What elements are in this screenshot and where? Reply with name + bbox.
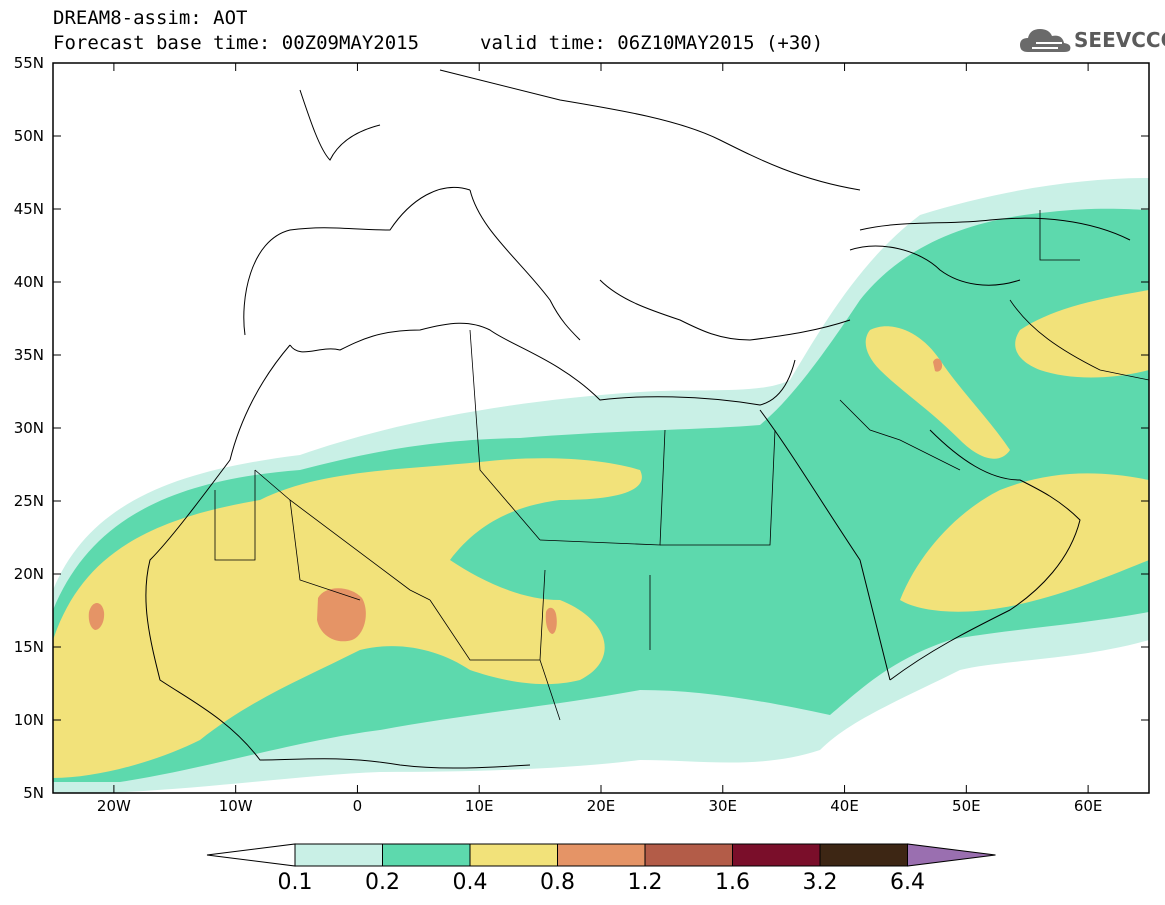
aot-contour-0.8-iraq xyxy=(933,358,943,372)
lon-label: 10E xyxy=(464,797,494,815)
lat-label: 20N xyxy=(13,565,44,583)
colorbar-segment xyxy=(819,843,908,867)
lon-label: 20W xyxy=(96,797,131,815)
aot-contour-0.4-iraq xyxy=(865,326,1010,459)
colorbar-label: 0.8 xyxy=(540,870,575,895)
axis-ticks xyxy=(53,62,1149,794)
colorbar-label: 0.1 xyxy=(277,870,313,895)
forecast-base-time: Forecast base time: 00Z09MAY2015 xyxy=(53,32,420,54)
seevccc-logo: SEEVCCC xyxy=(1018,22,1165,58)
colorbar-segment xyxy=(294,843,383,867)
aot-contour-0.8-mali xyxy=(317,588,366,642)
lat-label: 55N xyxy=(13,54,44,72)
lon-label: 50E xyxy=(952,797,981,815)
lat-label: 40N xyxy=(13,273,44,291)
aot-contour-0.4-arabia xyxy=(900,473,1149,612)
lon-label: 60E xyxy=(1073,797,1103,815)
colorbar-segment xyxy=(557,843,646,867)
logo-text: SEEVCCC xyxy=(1074,28,1165,52)
colorbar-segment xyxy=(382,843,471,867)
aot-field xyxy=(53,178,1149,793)
colorbar-label: 6.4 xyxy=(890,870,925,895)
colorbar-label: 0.4 xyxy=(452,870,488,895)
lat-label: 25N xyxy=(13,492,44,510)
aot-contour-0.4-iran xyxy=(1015,290,1149,378)
colorbar-label: 0.2 xyxy=(365,870,400,895)
lat-label: 5N xyxy=(23,784,44,802)
colorbar-segment xyxy=(644,843,733,867)
valid-time: valid time: 06Z10MAY2015 (+30) xyxy=(480,32,824,54)
lon-label: 0 xyxy=(352,797,363,815)
lat-label: 15N xyxy=(13,638,44,656)
cloud-icon xyxy=(1020,29,1071,52)
colorbar-segment xyxy=(469,843,558,867)
coastlines xyxy=(145,69,1131,769)
colorbar-label: 1.2 xyxy=(627,870,663,895)
colorbar-label: 3.2 xyxy=(802,870,838,895)
lat-label: 45N xyxy=(13,200,44,218)
lat-label: 35N xyxy=(13,346,44,364)
colorbar-lower-extension xyxy=(206,843,296,867)
lon-label: 30E xyxy=(708,797,738,815)
aot-contour-0.8-mauritania xyxy=(88,603,105,630)
colorbar-label: 1.6 xyxy=(715,870,750,895)
lat-label: 50N xyxy=(13,127,44,145)
lon-label: 20E xyxy=(586,797,616,815)
country-borders xyxy=(214,210,1149,721)
lat-label: 10N xyxy=(13,711,44,729)
lon-label: 40E xyxy=(830,797,859,815)
aot-contour-0.8-chad xyxy=(545,607,557,634)
lat-label: 30N xyxy=(13,419,44,437)
colorbar-upper-extension xyxy=(907,843,996,867)
map-title: DREAM8-assim: AOT xyxy=(53,7,248,29)
lon-label: 10W xyxy=(218,797,253,815)
colorbar-segment xyxy=(732,843,821,867)
